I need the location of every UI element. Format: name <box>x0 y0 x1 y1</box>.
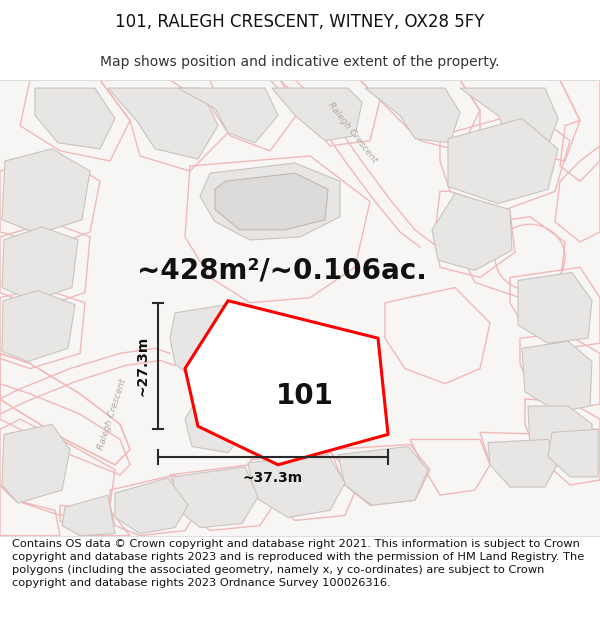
Polygon shape <box>170 305 242 389</box>
Text: 101, RALEGH CRESCENT, WITNEY, OX28 5FY: 101, RALEGH CRESCENT, WITNEY, OX28 5FY <box>115 13 485 31</box>
Polygon shape <box>248 454 345 518</box>
Polygon shape <box>365 88 460 142</box>
Polygon shape <box>460 88 558 146</box>
Polygon shape <box>522 341 592 412</box>
Polygon shape <box>488 439 558 487</box>
Polygon shape <box>2 227 78 301</box>
Text: ~27.3m: ~27.3m <box>136 336 150 396</box>
Text: Ralegh Crescent: Ralegh Crescent <box>96 378 128 451</box>
Polygon shape <box>432 193 512 271</box>
Polygon shape <box>35 88 115 149</box>
Polygon shape <box>2 291 75 361</box>
Polygon shape <box>2 149 90 234</box>
Polygon shape <box>173 467 258 528</box>
Polygon shape <box>115 478 188 534</box>
Polygon shape <box>528 406 592 470</box>
Polygon shape <box>448 119 558 204</box>
Text: Map shows position and indicative extent of the property.: Map shows position and indicative extent… <box>100 56 500 69</box>
Text: ~37.3m: ~37.3m <box>243 471 303 485</box>
Polygon shape <box>338 446 428 505</box>
Polygon shape <box>185 301 388 465</box>
Text: ~428m²/~0.106ac.: ~428m²/~0.106ac. <box>137 256 427 284</box>
Polygon shape <box>2 424 70 503</box>
Text: Ralegh Crescent: Ralegh Crescent <box>326 101 379 164</box>
Polygon shape <box>548 429 598 477</box>
Polygon shape <box>0 80 600 536</box>
Polygon shape <box>518 272 592 343</box>
Polygon shape <box>178 88 278 142</box>
Polygon shape <box>62 495 115 536</box>
Polygon shape <box>215 173 328 230</box>
Polygon shape <box>185 389 248 452</box>
Text: 101: 101 <box>276 382 334 410</box>
Polygon shape <box>108 88 218 159</box>
Text: Contains OS data © Crown copyright and database right 2021. This information is : Contains OS data © Crown copyright and d… <box>12 539 584 588</box>
Polygon shape <box>272 88 362 141</box>
Polygon shape <box>200 163 340 240</box>
